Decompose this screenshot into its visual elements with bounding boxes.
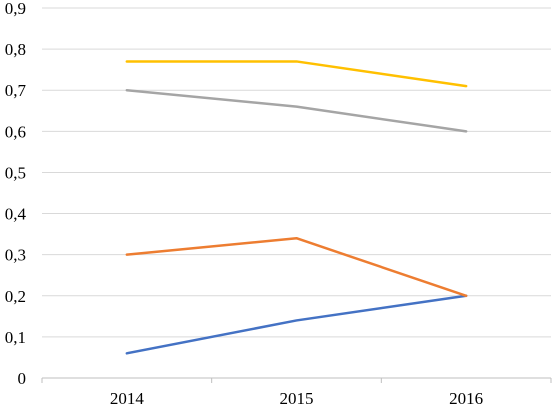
series-line-2 — [125, 236, 468, 298]
y-tick-label: 0 — [18, 369, 27, 388]
axes — [41, 377, 552, 383]
series-lines — [125, 60, 468, 355]
y-tick-label: 0,7 — [5, 81, 27, 100]
y-tick-label: 0,9 — [5, 0, 26, 18]
x-tick-label: 2016 — [449, 389, 483, 408]
y-tick-labels: 0 0,1 0,2 0,3 0,4 0,5 0,6 0,7 0,8 0,9 — [5, 0, 27, 388]
y-tick-label: 0,8 — [5, 40, 26, 59]
x-tick-label: 2015 — [280, 389, 314, 408]
gridlines — [42, 7, 551, 338]
y-tick-label: 0,6 — [5, 122, 26, 141]
x-tick-labels: 2014 2015 2016 — [110, 389, 483, 408]
series-line-3 — [125, 88, 468, 133]
y-tick-label: 0,5 — [5, 163, 26, 182]
series-line-4 — [125, 60, 468, 88]
x-tick-label: 2014 — [110, 389, 145, 408]
series-line-1 — [125, 294, 468, 355]
y-tick-label: 0,2 — [5, 287, 26, 306]
y-tick-label: 0,1 — [5, 328, 26, 347]
y-tick-label: 0,3 — [5, 246, 26, 265]
y-tick-label: 0,4 — [5, 205, 27, 224]
